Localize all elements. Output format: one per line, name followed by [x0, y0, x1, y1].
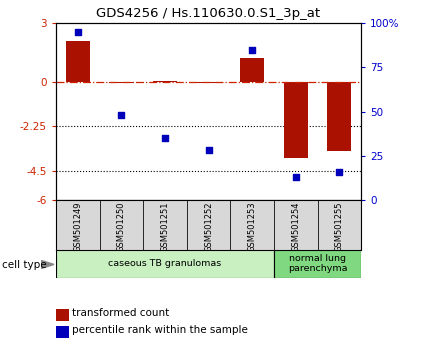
- Point: [74, 29, 81, 35]
- Bar: [56, 250, 274, 278]
- Title: GDS4256 / Hs.110630.0.S1_3p_at: GDS4256 / Hs.110630.0.S1_3p_at: [96, 7, 321, 21]
- Text: GSM501255: GSM501255: [335, 201, 344, 252]
- Text: GSM501252: GSM501252: [204, 201, 213, 252]
- Text: cell type: cell type: [2, 260, 47, 270]
- Bar: [284, 82, 308, 158]
- Bar: [274, 250, 361, 278]
- Point: [205, 148, 212, 153]
- Bar: [66, 41, 90, 82]
- Text: percentile rank within the sample: percentile rank within the sample: [72, 325, 248, 335]
- Polygon shape: [42, 261, 54, 268]
- Point: [118, 112, 125, 118]
- Text: GSM501249: GSM501249: [73, 201, 82, 252]
- Text: transformed count: transformed count: [72, 308, 169, 318]
- Bar: [318, 200, 361, 250]
- Bar: [327, 82, 351, 151]
- Text: GSM501254: GSM501254: [291, 201, 300, 252]
- Bar: [153, 81, 177, 82]
- Bar: [99, 200, 143, 250]
- Bar: [143, 200, 187, 250]
- Bar: [187, 200, 230, 250]
- Bar: [56, 200, 99, 250]
- Point: [292, 174, 299, 180]
- Point: [162, 135, 169, 141]
- Point: [249, 47, 255, 52]
- Bar: [197, 82, 221, 83]
- Bar: [109, 82, 133, 83]
- Bar: [240, 58, 264, 82]
- Text: GSM501253: GSM501253: [248, 201, 257, 252]
- Bar: [230, 200, 274, 250]
- Text: caseous TB granulomas: caseous TB granulomas: [108, 259, 221, 268]
- Text: GSM501250: GSM501250: [117, 201, 126, 252]
- Bar: [274, 200, 318, 250]
- Point: [336, 169, 343, 175]
- Text: GSM501251: GSM501251: [160, 201, 169, 252]
- Text: normal lung
parenchyma: normal lung parenchyma: [288, 254, 347, 273]
